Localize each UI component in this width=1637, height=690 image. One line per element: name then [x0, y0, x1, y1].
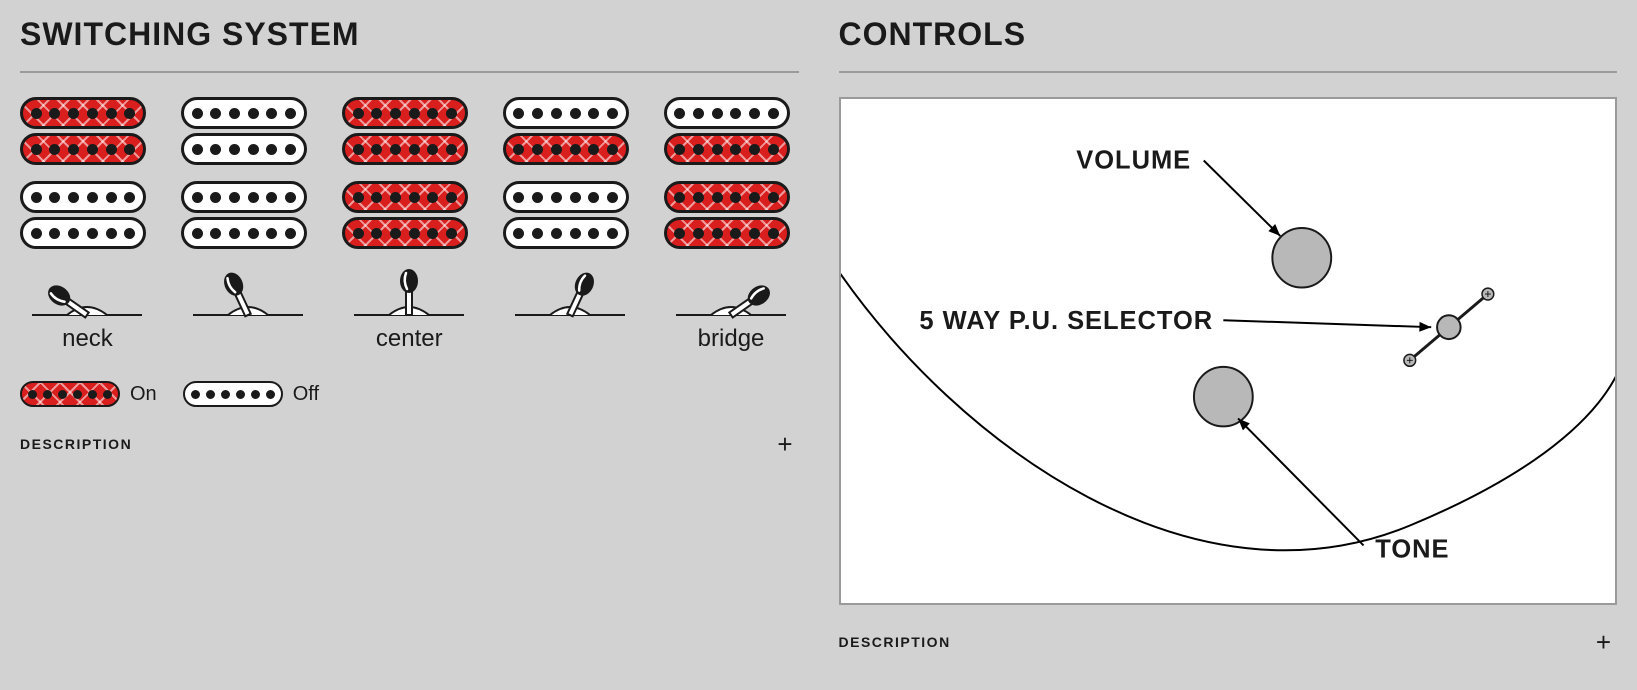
switching-description-row[interactable]: DESCRIPTION +: [20, 431, 799, 457]
controls-title: CONTROLS: [839, 16, 1618, 53]
coil-on: [342, 181, 468, 213]
pickup-row-bottom: [20, 181, 799, 253]
pickup-humbucker: [342, 181, 477, 253]
selector-position: [503, 265, 638, 353]
svg-text:5 WAY P.U. SELECTOR: 5 WAY P.U. SELECTOR: [919, 307, 1213, 335]
legend-coil-off: [183, 381, 283, 407]
selector-position: center: [342, 265, 477, 353]
selector-position: [181, 265, 316, 353]
svg-text:TONE: TONE: [1375, 535, 1449, 563]
coil-on: [664, 181, 790, 213]
controls-rule: [839, 71, 1618, 73]
coil-on: [342, 217, 468, 249]
legend: On Off: [20, 381, 799, 407]
coil-off: [181, 217, 307, 249]
coil-off: [181, 97, 307, 129]
switching-title: SWITCHING SYSTEM: [20, 16, 799, 53]
pickup-humbucker: [664, 97, 799, 169]
coil-on: [342, 133, 468, 165]
switching-system-panel: SWITCHING SYSTEM neck center bridge On Off…: [20, 16, 799, 655]
coil-on: [20, 97, 146, 129]
coil-off: [20, 181, 146, 213]
legend-coil-on: [20, 381, 120, 407]
selector-position: neck: [20, 265, 155, 353]
selector-label: neck: [20, 325, 155, 353]
coil-on: [664, 133, 790, 165]
pickup-humbucker: [503, 97, 638, 169]
selector-position: bridge: [664, 265, 799, 353]
coil-off: [503, 97, 629, 129]
legend-off-label: Off: [293, 383, 319, 406]
coil-on: [664, 217, 790, 249]
selector-label: center: [342, 325, 477, 353]
controls-description-row[interactable]: DESCRIPTION +: [839, 629, 1618, 655]
coil-off: [664, 97, 790, 129]
coil-off: [181, 133, 307, 165]
pickup-humbucker: [503, 181, 638, 253]
controls-expand-icon[interactable]: +: [1596, 629, 1611, 655]
pickup-humbucker: [342, 97, 477, 169]
controls-panel: CONTROLS VOLUME 5 WAY P.U. SELECTOR TONE D…: [839, 16, 1618, 655]
selector-label: bridge: [664, 325, 799, 353]
pickup-humbucker: [20, 97, 155, 169]
switching-description-label: DESCRIPTION: [20, 436, 132, 452]
pickup-humbucker: [664, 181, 799, 253]
pickup-humbucker: [20, 181, 155, 253]
selector-row: neck center bridge: [20, 265, 799, 353]
pickup-humbucker: [181, 97, 316, 169]
coil-off: [181, 181, 307, 213]
switching-rule: [20, 71, 799, 73]
controls-diagram: VOLUME 5 WAY P.U. SELECTOR TONE: [839, 97, 1618, 605]
coil-off: [20, 217, 146, 249]
pickup-row-top: [20, 97, 799, 169]
coil-on: [342, 97, 468, 129]
svg-text:VOLUME: VOLUME: [1076, 146, 1191, 174]
switching-expand-icon[interactable]: +: [777, 431, 792, 457]
coil-on: [503, 133, 629, 165]
coil-on: [20, 133, 146, 165]
coil-off: [503, 217, 629, 249]
controls-description-label: DESCRIPTION: [839, 634, 951, 650]
pickup-humbucker: [181, 181, 316, 253]
coil-off: [503, 181, 629, 213]
legend-on-label: On: [130, 383, 157, 406]
